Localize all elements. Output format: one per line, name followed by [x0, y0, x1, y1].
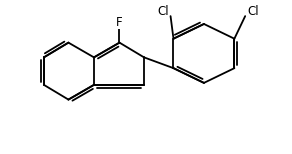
Text: F: F — [116, 16, 123, 30]
Text: Cl: Cl — [157, 5, 168, 18]
Text: Cl: Cl — [247, 5, 259, 18]
